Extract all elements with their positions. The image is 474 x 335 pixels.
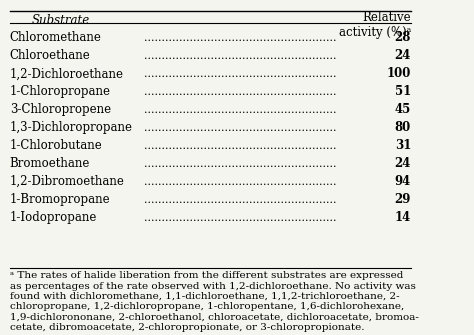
Text: 3-Chloropropene: 3-Chloropropene (10, 103, 111, 116)
Text: 100: 100 (387, 67, 411, 80)
Text: .......................................................: ........................................… (144, 141, 336, 151)
Text: Substrate: Substrate (31, 14, 90, 27)
Text: 29: 29 (395, 193, 411, 206)
Text: 31: 31 (395, 139, 411, 152)
Text: 45: 45 (395, 103, 411, 116)
Text: 1-Chlorobutane: 1-Chlorobutane (10, 139, 102, 152)
Text: 1-Chloropropane: 1-Chloropropane (10, 85, 111, 98)
Text: Chloromethane: Chloromethane (10, 31, 102, 44)
Text: 1-Bromopropane: 1-Bromopropane (10, 193, 110, 206)
Text: 94: 94 (395, 175, 411, 188)
Text: Bromoethane: Bromoethane (10, 157, 90, 170)
Text: 51: 51 (395, 85, 411, 98)
Text: .......................................................: ........................................… (144, 159, 336, 169)
Text: 24: 24 (395, 157, 411, 170)
Text: .......................................................: ........................................… (144, 123, 336, 133)
Text: ᵃ The rates of halide liberation from the different substrates are expressed
as : ᵃ The rates of halide liberation from th… (10, 271, 419, 332)
Text: .......................................................: ........................................… (144, 195, 336, 205)
Text: 24: 24 (395, 49, 411, 62)
Text: .......................................................: ........................................… (144, 51, 336, 61)
Text: .......................................................: ........................................… (144, 69, 336, 79)
Text: 1,2-Dibromoethane: 1,2-Dibromoethane (10, 175, 125, 188)
Text: Chloroethane: Chloroethane (10, 49, 91, 62)
Text: .......................................................: ........................................… (144, 33, 336, 43)
Text: 1,3-Dichloropropane: 1,3-Dichloropropane (10, 121, 133, 134)
Text: 1-Iodopropane: 1-Iodopropane (10, 211, 97, 224)
Text: Relative
activity (%)ᵃ: Relative activity (%)ᵃ (339, 11, 411, 40)
Text: 80: 80 (395, 121, 411, 134)
Text: 14: 14 (395, 211, 411, 224)
Text: .......................................................: ........................................… (144, 87, 336, 97)
Text: .......................................................: ........................................… (144, 105, 336, 115)
Text: .......................................................: ........................................… (144, 213, 336, 222)
Text: .......................................................: ........................................… (144, 177, 336, 187)
Text: 28: 28 (395, 31, 411, 44)
Text: 1,2-Dichloroethane: 1,2-Dichloroethane (10, 67, 124, 80)
